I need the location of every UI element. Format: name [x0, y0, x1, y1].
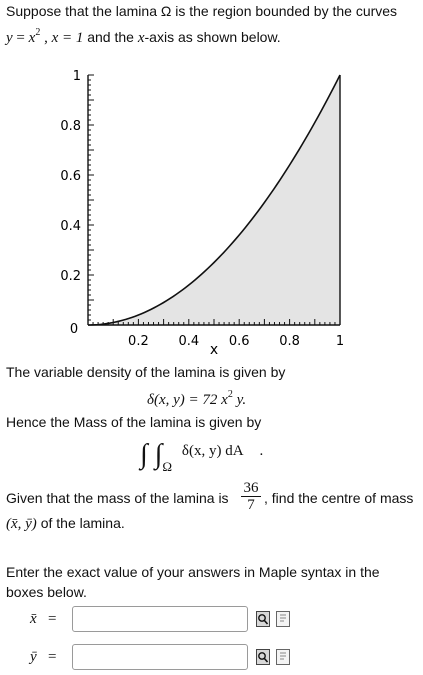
mass-numerator: 36 [241, 481, 261, 497]
mass-integral: ∫ ∫Ω δ(x, y) dA . [140, 437, 263, 477]
mass-denominator: 7 [247, 497, 255, 513]
axis-text: -axis as shown below. [144, 29, 281, 45]
density-x: x [221, 392, 228, 408]
given-suffix: , find the centre of mass [264, 490, 414, 506]
intro-line-1: Suppose that the lamina Ω is the region … [6, 2, 397, 20]
y-tick-label: 1 [73, 69, 81, 84]
centre-text: of the lamina. [36, 515, 125, 531]
intro-line-2: y = x2 , x = 1 and the x-axis as shown b… [6, 24, 281, 47]
ybar-equals: = [48, 649, 57, 665]
and-text: and the [87, 29, 138, 45]
double-integral-sign: ∫ ∫ [140, 439, 163, 470]
curve-eq-sign: = [12, 30, 29, 46]
curve-eq-base: x [28, 30, 36, 46]
y-tick-label: 0.2 [60, 269, 81, 284]
intro-text: Suppose that the lamina Ω is the region … [6, 3, 398, 19]
ybar-label: ȳ [30, 649, 37, 665]
xbar-label: x̄ [30, 611, 37, 627]
instructions-line-1: Enter the exact value of your answers in… [6, 564, 380, 580]
density-y: y. [232, 392, 247, 408]
given-prefix: Given that the mass of the lamina is [6, 490, 229, 506]
preview-icon[interactable] [256, 611, 270, 627]
x-tick-label: 1 [336, 334, 344, 349]
integrand: δ(x, y) dA [181, 443, 244, 459]
lamina-region [88, 75, 340, 325]
x-tick-label: 0.2 [128, 334, 149, 349]
curve-y-equals-x-squared [87, 74, 341, 326]
axis-ticks [87, 74, 341, 326]
ybar-answer-input[interactable] [72, 644, 248, 670]
y-tick-label: 0.4 [60, 219, 81, 234]
density-exp: 2 [227, 389, 233, 400]
curve-eq-exp: 2 [35, 27, 41, 38]
help-icon[interactable] [276, 649, 290, 665]
preview-icon[interactable] [256, 649, 270, 665]
density-formula: δ(x, y) = 72 x2 y. [147, 386, 246, 409]
instructions-line-2: boxes below. [6, 584, 87, 600]
integral-period: . [259, 443, 264, 459]
x-tick-label: 0.4 [178, 334, 199, 349]
centre-line: (x̄, ȳ) of the lamina. [6, 514, 125, 533]
integral-region: Ω [162, 459, 173, 474]
tick-labels: 0.2 0.4 0.6 0.8 1 0.2 0.4 0.6 0.8 1 0 [60, 69, 344, 349]
y-tick-label: 0.6 [60, 169, 81, 184]
origin-label: 0 [70, 322, 78, 337]
x-tick-label: 0.6 [229, 334, 250, 349]
x-axis-label: x [210, 342, 218, 358]
separator: , [40, 30, 52, 46]
x-tick-label: 0.8 [279, 334, 300, 349]
mass-intro: Hence the Mass of the lamina is given by [6, 414, 262, 430]
xbar-equals: = [48, 611, 57, 627]
y-tick-label: 0.8 [60, 119, 81, 134]
density-lhs: δ(x, y) = 72 [147, 392, 222, 408]
xbar-answer-input[interactable] [72, 606, 248, 632]
help-icon[interactable] [276, 611, 290, 627]
mass-fraction: 36 7 [241, 481, 261, 513]
density-intro: The variable density of the lamina is gi… [6, 364, 286, 380]
region-plot: 0.2 0.4 0.6 0.8 1 0.2 0.4 0.6 0.8 1 0 x [60, 69, 344, 358]
centre-of-mass-symbol: (x̄, ȳ) [6, 516, 37, 532]
line-eq: x = 1 [51, 30, 84, 46]
x-variable: x [137, 30, 145, 46]
curve-eq-lhs: y [6, 30, 13, 46]
